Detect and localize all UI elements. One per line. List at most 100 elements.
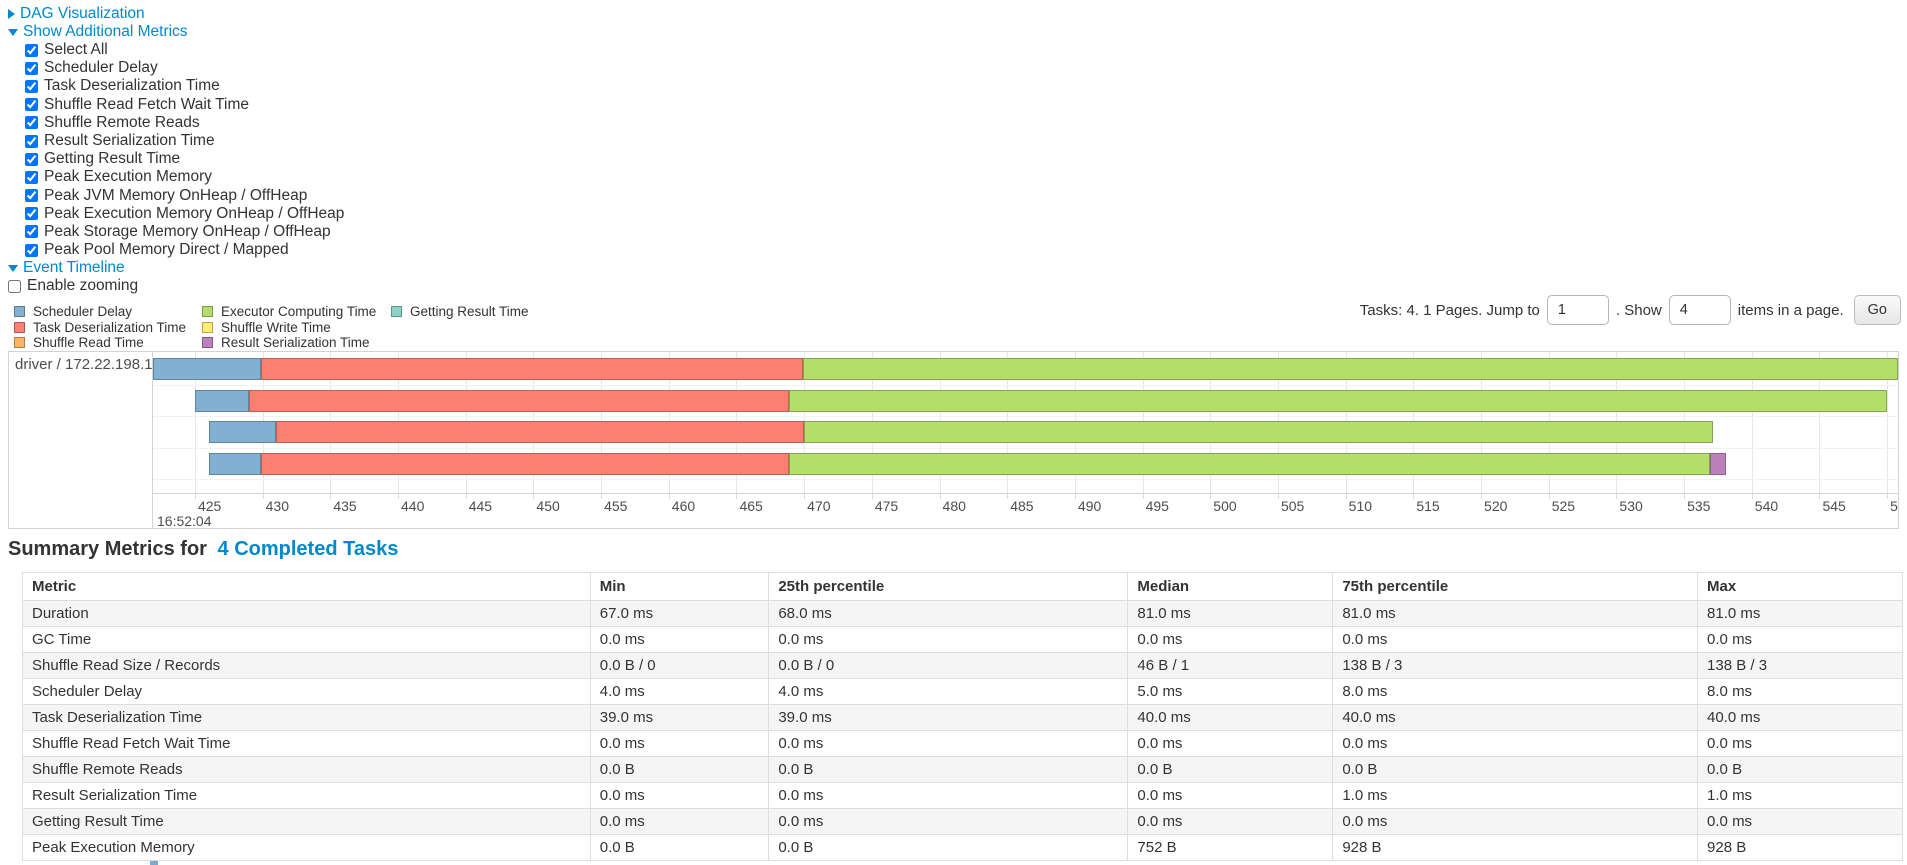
table-row-gc-time: GC Time 0.0 ms 0.0 ms 0.0 ms 0.0 ms 0.0 ms	[22, 626, 1903, 653]
metric-name-cell: Result Serialization Time	[22, 782, 591, 809]
axis-tick-mark	[533, 494, 535, 499]
checkbox-label: Shuffle Remote Reads	[44, 113, 200, 131]
axis-tick-label: 445	[468, 498, 493, 514]
checkbox-peak-execution-memory-onheap-offheap[interactable]	[25, 207, 38, 221]
checkbox-shuffle-remote-reads[interactable]	[25, 116, 38, 130]
metric-checkbox-row-select-all[interactable]: Select All	[25, 41, 344, 59]
legend-label: Result Serialization Time	[221, 335, 370, 351]
show-additional-metrics-toggle[interactable]: Show Additional Metrics	[8, 23, 344, 41]
metric-value-cell: 0.0 ms	[1697, 808, 1903, 835]
task-2-scheduler-delay-segment[interactable]	[194, 389, 250, 412]
metric-checkbox-row-shuffle-remote-reads[interactable]: Shuffle Remote Reads	[25, 114, 344, 132]
getting-result-time-swatch-icon	[391, 306, 402, 318]
event-timeline-link[interactable]: Event Timeline	[23, 259, 125, 277]
metric-checkbox-row-peak-execution-memory[interactable]: Peak Execution Memory	[25, 168, 344, 186]
task-4-result-serialization-time-segment[interactable]	[1709, 452, 1727, 475]
metric-value-cell: 0.0 ms	[1332, 626, 1699, 653]
dag-visualization-link[interactable]: DAG Visualization	[20, 5, 145, 22]
task-4-task-deserialization-time-segment[interactable]	[261, 452, 790, 475]
metric-value-cell: 0.0 B / 0	[589, 652, 770, 679]
jump-to-page-input[interactable]	[1546, 295, 1609, 325]
metric-checkbox-row-peak-pool-memory-direct-mapped[interactable]: Peak Pool Memory Direct / Mapped	[25, 241, 344, 259]
task-pagination: Tasks: 4. 1 Pages. Jump to . Show items …	[1360, 294, 1901, 326]
task-1-scheduler-delay-segment[interactable]	[153, 358, 262, 380]
result-serialization-time-swatch-icon	[202, 337, 213, 349]
metric-value-cell: 40.0 ms	[1332, 704, 1699, 731]
axis-tick-label: 525	[1551, 498, 1576, 514]
metric-checkbox-row-task-deserialization-time[interactable]: Task Deserialization Time	[25, 77, 344, 95]
task-1-executor-computing-time-segment[interactable]	[802, 358, 1898, 380]
checkbox-label: Peak Execution Memory OnHeap / OffHeap	[44, 204, 345, 222]
table-row-duration: Duration 67.0 ms 68.0 ms 81.0 ms 81.0 ms 81.0…	[22, 600, 1903, 627]
event-timeline-chart: driver / 172.22.198.104 4254304354404454…	[8, 351, 1899, 529]
axis-tick-label: 470	[807, 498, 831, 514]
checkbox-task-deserialization-time[interactable]	[25, 79, 38, 93]
task-2-task-deserialization-time-segment[interactable]	[249, 389, 790, 412]
legend-label: Scheduler Delay	[33, 304, 133, 320]
task-2-executor-computing-time-segment[interactable]	[789, 389, 1888, 412]
checkbox-result-serialization-time[interactable]	[25, 134, 38, 148]
metric-value-cell: 0.0 ms	[768, 626, 1129, 653]
metric-checkbox-row-scheduler-delay[interactable]: Scheduler Delay	[25, 59, 344, 77]
task-3-executor-computing-time-segment[interactable]	[804, 421, 1713, 443]
checkbox-peak-execution-memory[interactable]	[25, 170, 38, 184]
checkbox-peak-pool-memory-direct-mapped[interactable]	[25, 243, 38, 257]
metric-value-cell: 0.0 ms	[589, 808, 770, 835]
metric-value-cell: 39.0 ms	[768, 704, 1129, 731]
metric-checkbox-row-result-serialization-time[interactable]: Result Serialization Time	[25, 132, 344, 150]
metric-value-cell: 40.0 ms	[1697, 704, 1903, 731]
metric-value-cell: 752 B	[1127, 834, 1334, 861]
axis-tick-mark	[194, 494, 196, 499]
legend-item-getting-result-time: Getting Result Time	[391, 304, 529, 320]
event-timeline-toggle[interactable]: Event Timeline	[8, 259, 344, 277]
metric-value-cell: 0.0 ms	[1332, 730, 1699, 757]
task-4-executor-computing-time-segment[interactable]	[789, 452, 1710, 475]
shuffle-write-time-swatch-icon	[202, 321, 213, 333]
metric-checkbox-row-peak-execution-memory-onheap-offheap[interactable]: Peak Execution Memory OnHeap / OffHeap	[25, 205, 344, 223]
axis-tick-label: 540	[1754, 498, 1779, 514]
metric-value-cell: 8.0 ms	[1332, 678, 1699, 705]
go-button[interactable]: Go	[1853, 295, 1901, 325]
axis-tick-mark	[1007, 494, 1009, 499]
axis-major-time-label: 16:52:04	[157, 513, 212, 528]
metric-checkbox-row-shuffle-read-fetch-wait-time[interactable]: Shuffle Read Fetch Wait Time	[25, 96, 344, 114]
metric-value-cell: 0.0 B	[1127, 756, 1334, 783]
checkbox-getting-result-time[interactable]	[25, 152, 38, 166]
checkbox-peak-jvm-memory-onheap-offheap[interactable]	[25, 189, 38, 203]
axis-tick-mark	[1684, 494, 1686, 499]
metric-value-cell: 81.0 ms	[1697, 600, 1903, 627]
caret-down-icon	[8, 264, 18, 272]
checkbox-shuffle-read-fetch-wait-time[interactable]	[25, 98, 38, 112]
axis-tick-mark	[1819, 494, 1821, 499]
items-per-page-input[interactable]	[1668, 295, 1731, 325]
table-row-getting-result-time: Getting Result Time 0.0 ms 0.0 ms 0.0 ms 0.0…	[22, 808, 1903, 835]
checkbox-label: Getting Result Time	[44, 150, 181, 168]
metric-name-cell: Shuffle Read Fetch Wait Time	[22, 730, 591, 757]
axis-tick-mark	[1481, 494, 1483, 499]
completed-tasks-link[interactable]: 4 Completed Tasks	[217, 538, 399, 560]
legend-column: Scheduler Delay Task Deserialization Time…	[14, 304, 202, 351]
task-3-scheduler-delay-segment[interactable]	[208, 421, 277, 443]
metric-name-cell: GC Time	[22, 626, 591, 653]
task-1-task-deserialization-time-segment[interactable]	[261, 358, 803, 380]
metric-checkbox-row-peak-jvm-memory-onheap-offheap[interactable]: Peak JVM Memory OnHeap / OffHeap	[25, 187, 344, 205]
legend-label: Getting Result Time	[410, 304, 529, 320]
checkbox-scheduler-delay[interactable]	[25, 61, 38, 75]
metric-value-cell: 0.0 ms	[589, 626, 770, 653]
enable-zooming-row[interactable]: Enable zooming	[8, 277, 344, 295]
checkbox-peak-storage-memory-onheap-offheap[interactable]	[25, 225, 38, 239]
task-4-scheduler-delay-segment[interactable]	[208, 452, 262, 475]
axis-tick-mark	[330, 494, 332, 499]
gridline	[194, 352, 196, 493]
task-3-task-deserialization-time-segment[interactable]	[276, 421, 805, 443]
checkbox-select-all[interactable]	[25, 43, 38, 57]
axis-tick-mark	[1887, 494, 1889, 499]
table-row-task-deserialization-time: Task Deserialization Time 39.0 ms 39.0 ms 4…	[22, 704, 1903, 731]
show-additional-metrics-link[interactable]: Show Additional Metrics	[23, 23, 188, 40]
enable-zooming-checkbox[interactable]	[8, 279, 21, 293]
metric-checkbox-row-getting-result-time[interactable]: Getting Result Time	[25, 150, 344, 168]
metric-checkbox-row-peak-storage-memory-onheap-offheap[interactable]: Peak Storage Memory OnHeap / OffHeap	[25, 223, 344, 241]
checkbox-label: Scheduler Delay	[44, 59, 158, 77]
axis-tick-mark	[601, 494, 603, 499]
dag-visualization-toggle[interactable]: DAG Visualization	[8, 5, 344, 23]
